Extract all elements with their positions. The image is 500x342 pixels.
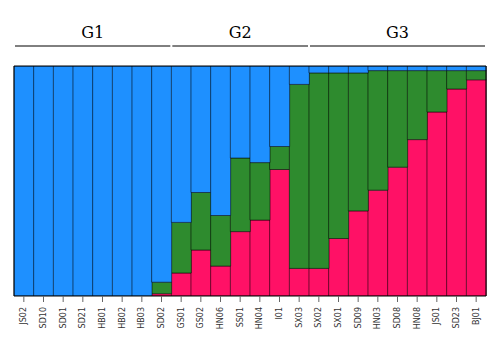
svg-text:JS02: JS02 (19, 307, 28, 326)
svg-text:SD21: SD21 (78, 307, 87, 328)
svg-text:SD23: SD23 (452, 307, 461, 328)
svg-text:G2: G2 (229, 23, 252, 42)
svg-text:SD08: SD08 (393, 307, 402, 328)
svg-text:HN03: HN03 (373, 307, 382, 329)
svg-text:HN04: HN04 (255, 307, 264, 329)
svg-text:HB03: HB03 (137, 307, 146, 329)
svg-text:BJ01: BJ01 (472, 307, 481, 325)
svg-text:HB02: HB02 (118, 307, 127, 329)
svg-text:HB01: HB01 (98, 307, 107, 329)
svg-text:SX02: SX02 (314, 307, 323, 328)
svg-text:SD01: SD01 (59, 307, 68, 328)
svg-text:GS02: GS02 (196, 307, 205, 328)
svg-text:SX01: SX01 (334, 307, 343, 328)
svg-text:SD09: SD09 (354, 307, 363, 328)
svg-text:SD02: SD02 (157, 307, 166, 328)
svg-text:SD10: SD10 (39, 307, 48, 328)
svg-text:G1: G1 (81, 23, 104, 42)
svg-text:JS01: JS01 (432, 307, 441, 326)
svg-text:G3: G3 (386, 23, 409, 42)
svg-text:HN06: HN06 (216, 307, 225, 329)
svg-text:I01: I01 (275, 307, 284, 320)
svg-text:GS01: GS01 (177, 307, 186, 328)
svg-text:SX03: SX03 (295, 307, 304, 328)
svg-text:SS01: SS01 (236, 307, 245, 327)
svg-text:HN08: HN08 (413, 307, 422, 329)
